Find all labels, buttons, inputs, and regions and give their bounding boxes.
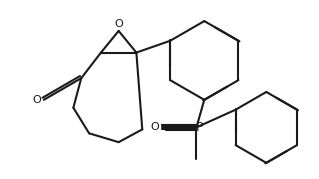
Text: O: O [151, 122, 160, 132]
Text: O: O [114, 19, 123, 29]
Text: P: P [196, 121, 203, 134]
Text: O: O [33, 95, 41, 105]
